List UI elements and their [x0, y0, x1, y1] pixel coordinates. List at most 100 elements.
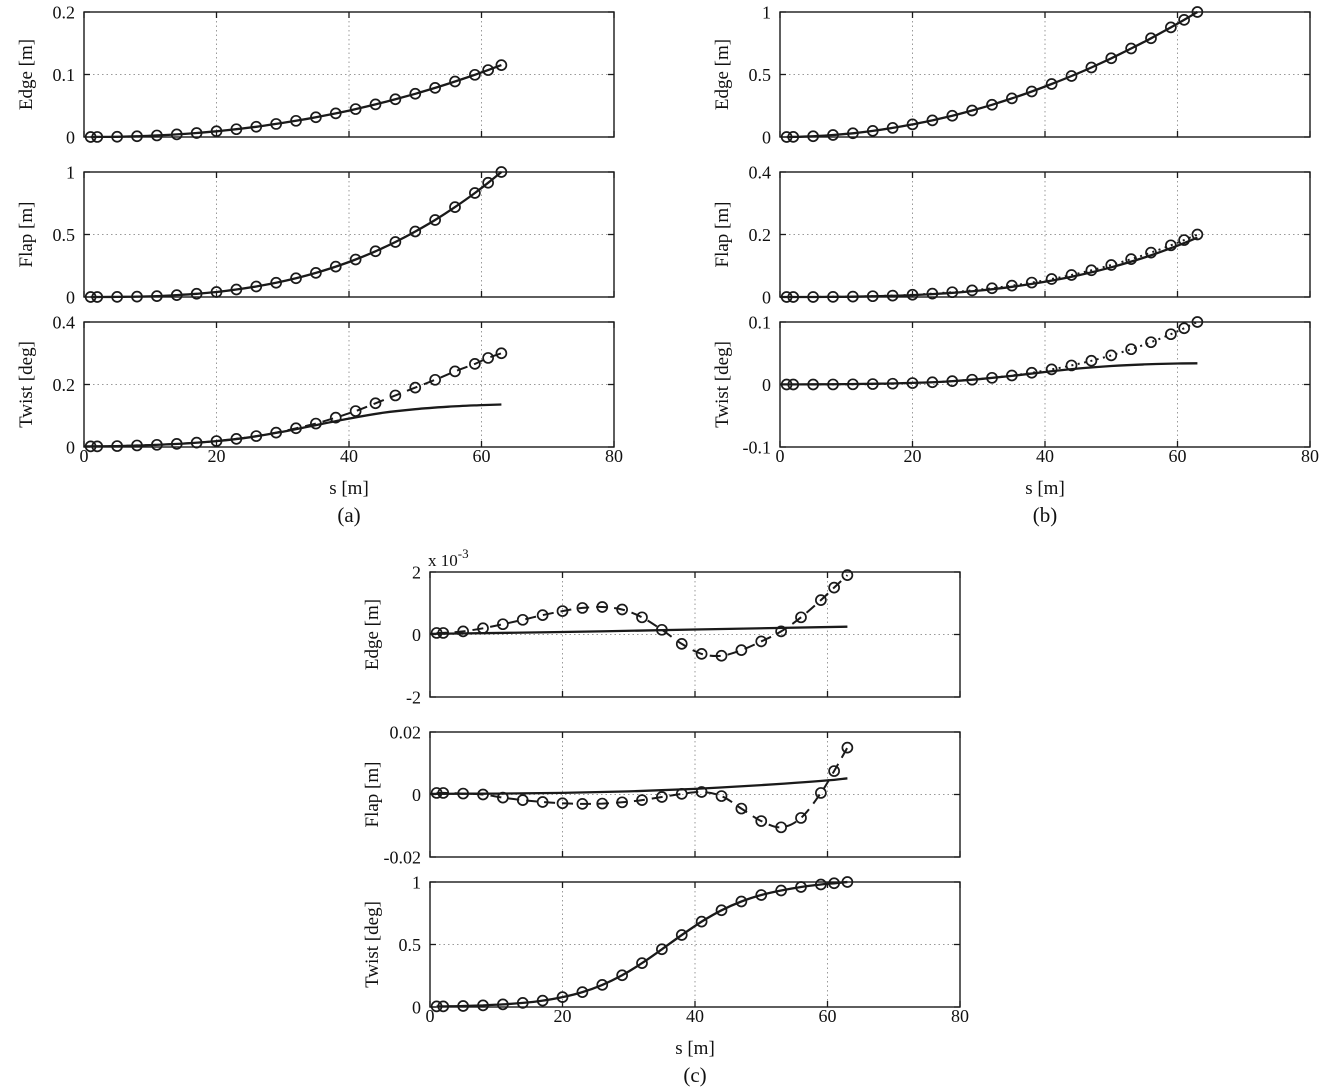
y-tick-label: 0.5	[399, 935, 422, 955]
series-1-line	[786, 321, 1198, 386]
tick-marks	[83, 321, 615, 448]
y-tick-label: 0	[412, 625, 421, 645]
panel-a-plot: 0 0.1 0.2 Edge [m] 0 0.5 1 Flap [m] 0 0.2 0.4 Twist…	[16, 2, 623, 499]
panel-c-subplot-0: -2 0 2 Edge [m] x 10-3	[362, 546, 961, 707]
y-tick-label: 0.4	[749, 162, 772, 182]
grid	[430, 882, 960, 1007]
x-tick-label: 80	[951, 1006, 969, 1026]
series-1-markers	[430, 741, 854, 834]
grid	[430, 732, 960, 857]
panel-c: -2 0 2 Edge [m] x 10-3 -0.02 0 0.02 Flap [m] 0 0.5…	[350, 546, 970, 1062]
y-tick-label: 0	[762, 375, 771, 395]
x-tick-label: 40	[340, 446, 358, 466]
caption-a: (a)	[337, 503, 361, 527]
y-axis-label: Flap [m]	[16, 202, 37, 268]
y-tick-label: -0.1	[743, 437, 772, 457]
tick-marks	[83, 11, 615, 138]
y-axis-label: Flap [m]	[362, 762, 383, 828]
series-1-markers	[430, 569, 854, 662]
x-tick-label: 60	[1169, 446, 1187, 466]
x-tick-label: 20	[554, 1006, 572, 1026]
y-tick-label: 0.5	[749, 65, 772, 85]
panel-a: 0 0.1 0.2 Edge [m] 0 0.5 1 Flap [m] 0 0.2 0.4 Twist…	[4, 2, 624, 502]
y-tick-label: 2	[412, 562, 421, 582]
caption-b: (b)	[1032, 503, 1058, 527]
y-axis-label: Flap [m]	[712, 202, 733, 268]
y-tick-label: 0.1	[749, 312, 772, 332]
panel-a-subplot-1: 0 0.5 1 Flap [m]	[16, 162, 615, 307]
grid	[780, 172, 1310, 297]
y-tick-label: 0.2	[53, 375, 76, 395]
y-tick-label: 0.02	[390, 722, 422, 742]
y-axis-label: Twist [deg]	[16, 341, 37, 428]
caption-c: (c)	[683, 1063, 707, 1087]
y-tick-label: 0	[412, 785, 421, 805]
grid	[84, 322, 614, 447]
series-0-markers	[84, 166, 508, 303]
panel-b-subplot-0: 0 0.5 1 Edge [m]	[712, 2, 1311, 147]
y-tick-label: 0.2	[749, 225, 772, 245]
panel-b: 0 0.5 1 Edge [m] 0 0.2 0.4 Flap [m] -0.1 0 0.1 Twis…	[700, 2, 1320, 502]
y-tick-label: 0.1	[53, 65, 76, 85]
series-0-markers	[430, 876, 854, 1013]
x-tick-label: 80	[1301, 446, 1319, 466]
panel-a-subplot-2: 0 0.2 0.4 Twist [deg] 0 20 40 60 80 s [m]	[16, 312, 623, 499]
panel-c-subplot-1: -0.02 0 0.02 Flap [m]	[362, 722, 961, 867]
y-tick-label: 0.4	[53, 312, 76, 332]
y-tick-label: 0.2	[53, 2, 76, 22]
x-axis-label: s [m]	[675, 1038, 715, 1059]
x-tick-label: 20	[208, 446, 226, 466]
panel-c-subplot-2: 0 0.5 1 Twist [deg] 0 20 40 60 80 s [m]	[362, 872, 969, 1059]
y-tick-label: 0	[66, 287, 75, 307]
tick-marks	[429, 881, 961, 1008]
series-1-markers	[780, 316, 1204, 391]
x-tick-label: 40	[686, 1006, 704, 1026]
axis-exponent-label: x 10-3	[428, 546, 469, 570]
x-tick-label: 60	[819, 1006, 837, 1026]
x-axis-label: s [m]	[329, 478, 369, 499]
grid	[780, 322, 1310, 447]
tick-marks	[779, 321, 1311, 448]
x-tick-label: 40	[1036, 446, 1054, 466]
series-1-markers	[84, 347, 508, 453]
y-axis-label: Twist [deg]	[712, 341, 733, 428]
series-0-line	[429, 777, 848, 796]
y-tick-label: 0	[762, 127, 771, 147]
series-0-markers	[84, 59, 508, 143]
y-tick-label: 0	[762, 287, 771, 307]
y-tick-label: 0	[66, 127, 75, 147]
x-tick-label: 0	[80, 446, 89, 466]
tick-marks	[429, 571, 961, 698]
series-1-line	[786, 233, 1198, 298]
panel-c-plot: -2 0 2 Edge [m] x 10-3 -0.02 0 0.02 Flap [m] 0 0.5…	[362, 546, 969, 1059]
panel-b-subplot-1: 0 0.2 0.4 Flap [m]	[712, 162, 1311, 307]
x-axis-label: s [m]	[1025, 478, 1065, 499]
y-tick-label: -2	[406, 687, 421, 707]
y-axis-label: Edge [m]	[362, 599, 383, 670]
tick-marks	[779, 171, 1311, 298]
y-axis-label: Edge [m]	[16, 39, 37, 110]
x-tick-label: 0	[776, 446, 785, 466]
grid	[84, 172, 614, 297]
y-axis-label: Edge [m]	[712, 39, 733, 110]
series-1-markers	[780, 228, 1204, 303]
tick-marks	[429, 731, 961, 858]
y-tick-label: 0.5	[53, 225, 76, 245]
tick-marks	[83, 171, 615, 298]
y-tick-label: 0	[412, 997, 421, 1017]
x-tick-label: 60	[473, 446, 491, 466]
series-1-line	[436, 747, 849, 829]
y-tick-label: 1	[412, 872, 421, 892]
grid	[780, 12, 1310, 137]
y-axis-label: Twist [deg]	[362, 901, 383, 988]
tick-marks	[779, 11, 1311, 138]
x-tick-label: 20	[904, 446, 922, 466]
x-tick-label: 80	[605, 446, 623, 466]
y-tick-label: 0	[66, 437, 75, 457]
x-tick-label: 0	[426, 1006, 435, 1026]
y-tick-label: 1	[762, 2, 771, 22]
y-tick-label: 1	[66, 162, 75, 182]
